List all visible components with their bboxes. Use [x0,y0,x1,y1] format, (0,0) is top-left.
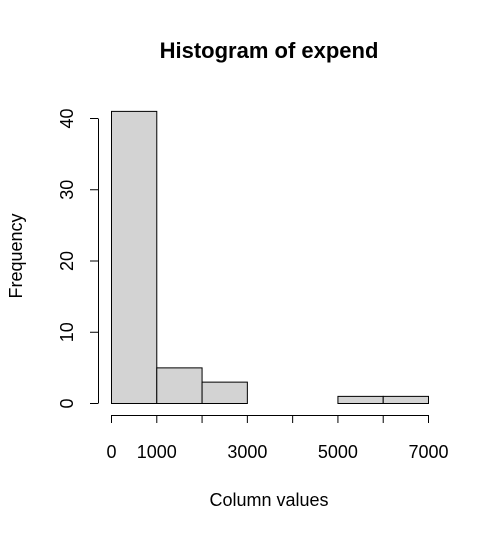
y-tick-label-30: 30 [57,180,77,200]
y-tick-label-10: 10 [57,322,77,342]
x-tick-label-7000: 7000 [408,442,448,462]
y-tick-label-20: 20 [57,251,77,271]
x-tick-label-1000: 1000 [137,442,177,462]
y-axis-label: Frequency [6,213,26,298]
y-tick-label-0: 0 [57,398,77,408]
histogram-bars [111,110,430,404]
x-tick-label-0: 0 [106,442,116,462]
chart-title: Histogram of expend [160,38,379,63]
histogram-bar-1 [156,367,203,404]
histogram-bar-2 [201,381,248,404]
y-tick-label-40: 40 [57,108,77,128]
x-axis: 0 1000 3000 5000 7000 [106,415,449,462]
x-axis-label: Column values [209,490,328,510]
histogram-bar-0 [111,110,158,404]
x-tick-label-3000: 3000 [227,442,267,462]
x-tick-label-5000: 5000 [318,442,358,462]
histogram-bar-6 [382,395,430,404]
y-axis: 0 10 20 30 40 [57,108,99,409]
histogram-bar-5 [337,395,384,404]
